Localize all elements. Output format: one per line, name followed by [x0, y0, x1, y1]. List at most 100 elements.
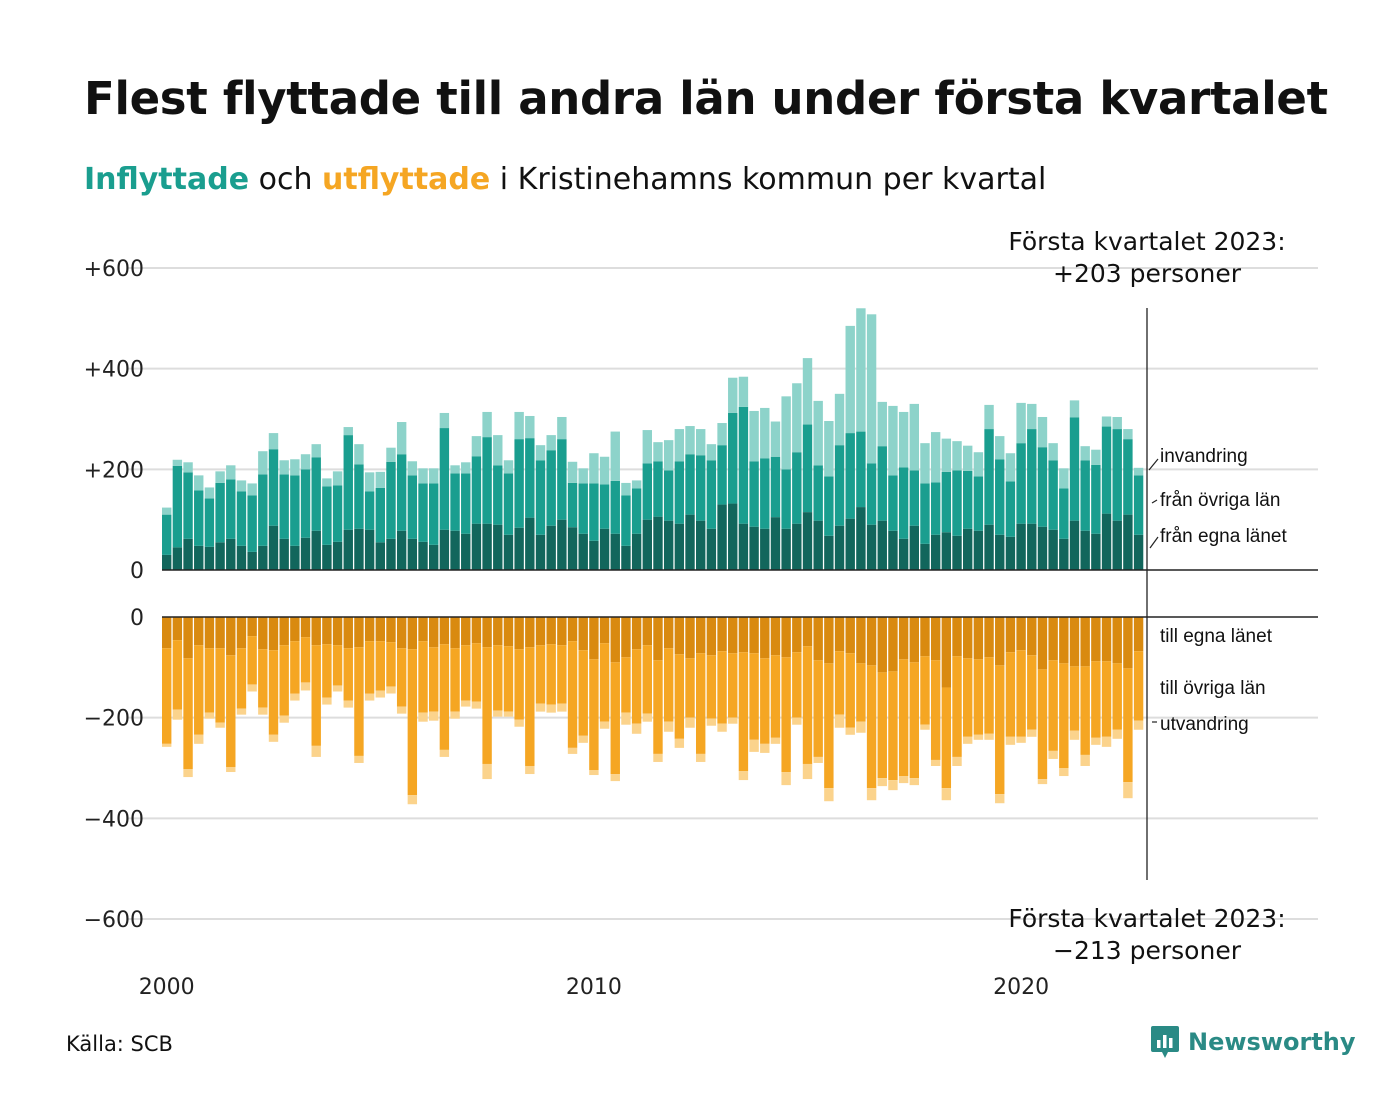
bar-out-other: [546, 644, 556, 705]
bar-out-other: [984, 657, 994, 734]
bar-in-other: [311, 457, 321, 531]
bar-out-other: [599, 643, 610, 722]
bar-out-emig: [194, 734, 204, 744]
bar-in-immig: [525, 415, 535, 439]
bar-out-emig: [1101, 736, 1112, 747]
bar-in-immig: [631, 480, 642, 489]
bar-in-other: [1123, 439, 1133, 515]
bar-in-immig: [685, 426, 695, 455]
bar-out-local: [642, 617, 652, 646]
bar-out-other: [300, 637, 311, 683]
bar-in-immig: [984, 404, 994, 430]
bar-out-other: [728, 653, 738, 718]
bar-out-other: [386, 642, 396, 687]
bar-out-emig: [1059, 768, 1069, 777]
bar-out-emig: [792, 717, 802, 725]
subtitle-och: och: [249, 162, 322, 197]
bar-out-local: [845, 617, 855, 654]
label-till-egna-lanet: till egna länet: [1160, 626, 1273, 647]
bar-out-other: [877, 672, 887, 779]
bar-out-other: [963, 658, 973, 737]
bar-out-emig: [663, 721, 674, 732]
bar-in-immig: [354, 444, 364, 465]
bar-in-other: [866, 463, 877, 525]
bar-out-other: [407, 649, 418, 796]
bar-out-other: [194, 645, 204, 735]
bar-out-emig: [824, 788, 834, 802]
bar-out-emig: [375, 690, 385, 698]
bar-in-immig: [781, 396, 791, 470]
x-tick-label: 2020: [993, 975, 1049, 1000]
bar-out-emig: [717, 723, 727, 732]
chart-subtitle: Inflyttade och utflyttade i Kristinehamn…: [84, 162, 1046, 197]
bar-out-other: [770, 655, 781, 738]
bar-out-other: [247, 636, 257, 685]
bar-in-other: [909, 470, 919, 526]
bar-out-local: [525, 617, 535, 648]
bar-out-emig: [1016, 736, 1026, 743]
bar-out-emig: [386, 686, 396, 694]
bar-out-emig: [1037, 779, 1048, 785]
bar-in-local: [439, 529, 450, 570]
bar-out-emig: [888, 780, 898, 791]
y-tick-lower: −200: [84, 707, 144, 732]
bar-in-immig: [813, 400, 823, 466]
bar-in-immig: [1091, 449, 1101, 465]
bar-out-other: [802, 646, 813, 764]
bar-out-local: [802, 617, 813, 647]
bar-out-other: [215, 648, 225, 723]
bar-out-other: [514, 649, 524, 720]
bar-in-immig: [471, 436, 482, 457]
leader-fran-ovriga-lan: [1151, 499, 1158, 504]
bar-out-other: [1069, 666, 1080, 731]
bar-in-other: [642, 463, 652, 520]
bar-in-local: [546, 525, 556, 570]
bar-in-local: [642, 519, 652, 570]
bar-in-immig: [770, 421, 781, 457]
bar-in-other: [802, 424, 813, 513]
bar-in-other: [364, 491, 375, 530]
bar-in-immig: [578, 468, 588, 484]
bar-out-emig: [856, 721, 866, 733]
bar-out-emig: [322, 697, 332, 705]
bar-in-local: [963, 528, 973, 570]
bar-out-local: [535, 617, 546, 646]
bar-in-other: [1048, 460, 1058, 530]
subtitle-rest: i Kristinehamns kommun per kvartal: [490, 162, 1047, 197]
bar-in-other: [418, 483, 428, 542]
bar-in-other: [845, 433, 855, 519]
bar-out-other: [834, 651, 845, 715]
bar-in-local: [535, 534, 546, 570]
bar-in-other: [226, 479, 236, 539]
bar-out-local: [471, 617, 482, 644]
bar-out-emig: [738, 771, 749, 781]
bar-in-local: [311, 530, 321, 570]
bar-out-local: [888, 617, 898, 672]
bar-in-other: [461, 473, 471, 534]
bar-out-emig: [461, 700, 471, 707]
label-invandring: invandring: [1160, 446, 1248, 467]
bar-in-immig: [1133, 467, 1144, 476]
bar-out-other: [610, 662, 620, 775]
bar-in-local: [183, 538, 193, 570]
newsworthy-brand[interactable]: Newsworthy: [1150, 1022, 1356, 1062]
bar-in-local: [482, 523, 492, 570]
bar-out-emig: [898, 776, 909, 784]
bar-in-other: [621, 495, 631, 546]
bar-in-local: [738, 523, 749, 570]
bar-in-immig: [461, 462, 471, 474]
bar-in-other: [535, 460, 546, 535]
bar-out-local: [856, 617, 866, 664]
bar-out-emig: [642, 713, 652, 722]
bar-out-emig: [354, 755, 364, 763]
bar-out-other: [429, 647, 439, 712]
bar-in-local: [578, 533, 588, 570]
bar-in-immig: [642, 430, 652, 464]
bar-in-local: [920, 543, 930, 570]
bar-out-other: [941, 687, 952, 789]
bar-in-other: [1080, 460, 1090, 531]
bar-in-immig: [247, 483, 257, 496]
bar-in-immig: [450, 465, 460, 474]
bar-in-immig: [866, 314, 877, 464]
bar-out-emig: [311, 745, 321, 757]
